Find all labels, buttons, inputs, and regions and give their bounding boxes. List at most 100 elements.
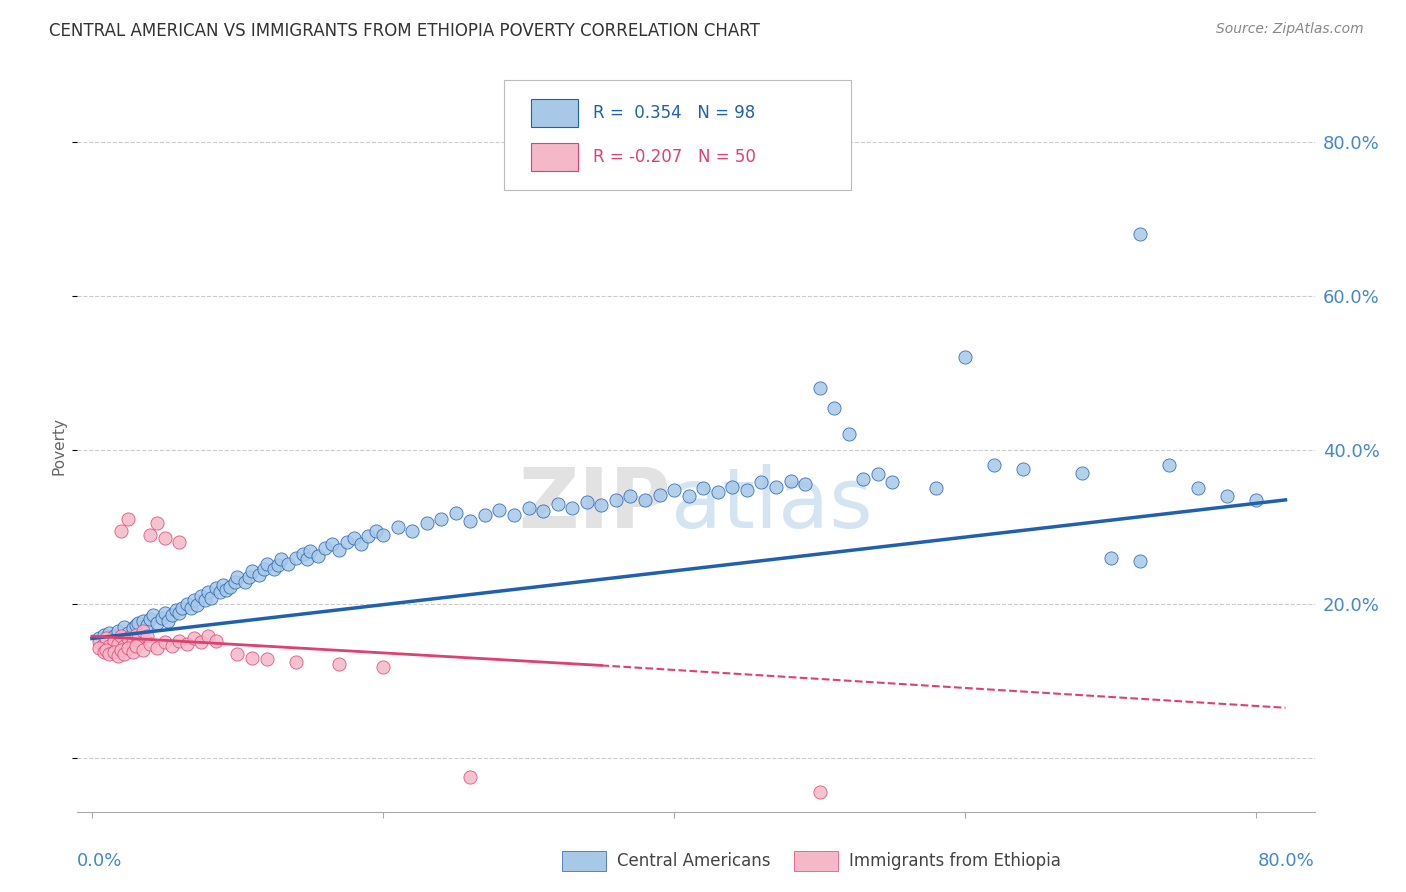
Point	[336, 535, 359, 549]
Point	[779, 474, 801, 488]
Point	[132, 643, 155, 657]
Text: R = -0.207   N = 50: R = -0.207 N = 50	[593, 148, 756, 166]
Point	[96, 643, 118, 657]
Point	[219, 580, 242, 594]
Point	[124, 618, 146, 632]
Point	[200, 591, 222, 605]
Text: ZIP: ZIP	[519, 464, 671, 545]
Point	[314, 541, 336, 556]
Point	[110, 632, 132, 646]
Point	[226, 570, 249, 584]
Point	[165, 603, 187, 617]
Point	[751, 475, 773, 490]
Point	[1216, 489, 1239, 503]
Point	[561, 500, 583, 515]
Point	[98, 626, 121, 640]
Point	[124, 639, 146, 653]
Point	[146, 616, 169, 631]
Point	[124, 627, 146, 641]
Text: 80.0%: 80.0%	[1258, 852, 1315, 870]
Point	[270, 552, 292, 566]
Point	[1187, 481, 1209, 495]
Point	[176, 637, 198, 651]
Point	[866, 467, 889, 482]
Point	[605, 492, 627, 507]
Point	[474, 508, 496, 523]
Point	[648, 487, 671, 501]
FancyBboxPatch shape	[531, 99, 578, 127]
Point	[291, 547, 314, 561]
Point	[180, 600, 202, 615]
Point	[112, 620, 135, 634]
Point	[343, 532, 366, 546]
Point	[575, 495, 598, 509]
Point	[401, 524, 423, 538]
Point	[153, 635, 176, 649]
Point	[852, 472, 875, 486]
Point	[190, 589, 212, 603]
Point	[692, 481, 714, 495]
Point	[150, 610, 173, 624]
Point	[139, 527, 162, 541]
Point	[955, 351, 977, 365]
Point	[328, 543, 350, 558]
Point	[153, 532, 176, 546]
Point	[103, 644, 125, 658]
Point	[136, 618, 159, 632]
Point	[488, 503, 510, 517]
Point	[172, 600, 194, 615]
Text: CENTRAL AMERICAN VS IMMIGRANTS FROM ETHIOPIA POVERTY CORRELATION CHART: CENTRAL AMERICAN VS IMMIGRANTS FROM ETHI…	[49, 22, 761, 40]
Point	[93, 644, 115, 658]
Point	[183, 632, 205, 646]
Point	[208, 585, 231, 599]
Point	[350, 537, 373, 551]
Point	[707, 485, 730, 500]
Point	[136, 629, 159, 643]
Point	[197, 629, 219, 643]
Point	[1099, 550, 1122, 565]
Point	[197, 585, 219, 599]
Point	[110, 524, 132, 538]
Point	[146, 641, 169, 656]
Point	[678, 489, 700, 503]
Point	[153, 606, 176, 620]
Point	[240, 565, 263, 579]
Text: Immigrants from Ethiopia: Immigrants from Ethiopia	[849, 852, 1060, 870]
Point	[93, 637, 115, 651]
Point	[619, 489, 641, 503]
Point	[253, 562, 276, 576]
Point	[284, 550, 307, 565]
Point	[204, 633, 226, 648]
Point	[117, 512, 139, 526]
Point	[107, 624, 129, 638]
Point	[132, 614, 155, 628]
Point	[444, 506, 467, 520]
Point	[1129, 227, 1152, 242]
Point	[808, 785, 831, 799]
Point	[160, 639, 183, 653]
Point	[297, 552, 319, 566]
Point	[531, 504, 554, 518]
Point	[256, 557, 278, 571]
Point	[357, 529, 380, 543]
Point	[430, 512, 453, 526]
Text: 0.0%: 0.0%	[77, 852, 122, 870]
Point	[127, 632, 149, 646]
Point	[127, 616, 149, 631]
Point	[167, 535, 190, 549]
Point	[112, 639, 135, 653]
Point	[226, 647, 249, 661]
Point	[160, 608, 183, 623]
Point	[103, 633, 125, 648]
Point	[307, 549, 329, 563]
Point	[460, 770, 482, 784]
Point	[925, 481, 948, 495]
Point	[96, 632, 118, 646]
Point	[517, 500, 540, 515]
Point	[132, 624, 155, 638]
Point	[735, 483, 758, 497]
Point	[110, 643, 132, 657]
Point	[167, 633, 190, 648]
Y-axis label: Poverty: Poverty	[52, 417, 67, 475]
FancyBboxPatch shape	[505, 80, 851, 190]
